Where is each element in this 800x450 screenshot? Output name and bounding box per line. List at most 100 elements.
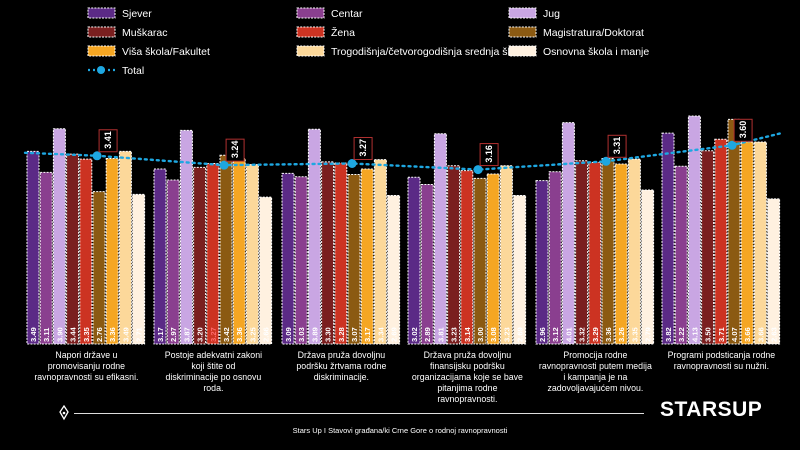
total-label: 3.27 bbox=[358, 139, 368, 157]
starsup-logo: STARSUP bbox=[660, 398, 763, 421]
total-point bbox=[727, 140, 737, 150]
data-label: 3.14 bbox=[463, 326, 472, 342]
data-label: 3.36 bbox=[108, 327, 117, 342]
bar bbox=[118, 150, 132, 345]
data-label: 2.89 bbox=[423, 327, 432, 342]
data-label: 3.02 bbox=[410, 327, 419, 342]
bar bbox=[407, 176, 421, 345]
legend-swatch bbox=[87, 26, 116, 38]
total-label: 3.60 bbox=[738, 121, 748, 139]
value-labels: 3.49 3.11 3.90 3.44 3.35 2.76 3.36 3.49 2.71 3.17… bbox=[29, 326, 779, 342]
data-label: 3.89 bbox=[310, 327, 319, 342]
data-label: 3.49 bbox=[121, 327, 130, 342]
data-label: 3.03 bbox=[297, 327, 306, 342]
bar bbox=[259, 196, 273, 345]
legend-swatch bbox=[296, 45, 325, 57]
bar bbox=[460, 170, 474, 345]
total-point bbox=[92, 151, 102, 161]
data-label: 3.36 bbox=[235, 327, 244, 342]
data-label: 3.25 bbox=[248, 326, 257, 342]
data-label: 3.66 bbox=[743, 327, 752, 342]
bar bbox=[193, 166, 207, 345]
bar bbox=[548, 171, 562, 345]
category-label: Država pruža dovoljnu podršku žrtvama rod… bbox=[296, 350, 386, 382]
data-label: 3.07 bbox=[350, 327, 359, 342]
legend-label: Centar bbox=[331, 8, 363, 20]
bar bbox=[727, 118, 741, 345]
bar bbox=[601, 158, 615, 345]
category-label: Država pruža dovoljnu finansijsku podršku… bbox=[412, 350, 523, 404]
data-label: 3.00 bbox=[476, 327, 485, 342]
bar bbox=[179, 129, 193, 345]
legend-swatch bbox=[87, 7, 116, 19]
data-label: 3.87 bbox=[182, 327, 191, 342]
data-label: 3.82 bbox=[664, 327, 673, 342]
data-label: 3.36 bbox=[604, 327, 613, 342]
bar bbox=[561, 122, 575, 345]
data-label: 3.44 bbox=[69, 326, 78, 342]
legend-swatch bbox=[296, 7, 325, 19]
bar bbox=[307, 128, 321, 345]
data-label: 3.23 bbox=[502, 327, 511, 342]
bar bbox=[714, 138, 728, 345]
total-label-box bbox=[733, 118, 753, 142]
bar bbox=[433, 133, 447, 345]
total-point bbox=[473, 165, 483, 175]
legend-label: Trogodišnja/četvorogodišnja srednja škol… bbox=[331, 46, 527, 58]
bar bbox=[232, 158, 246, 345]
data-label: 3.28 bbox=[337, 327, 346, 342]
data-label: 2.71 bbox=[135, 326, 144, 342]
total-label-box bbox=[98, 129, 118, 153]
legend-swatch bbox=[508, 45, 537, 57]
bar bbox=[740, 141, 754, 345]
data-label: 3.29 bbox=[591, 327, 600, 342]
bar bbox=[360, 168, 374, 345]
bar bbox=[661, 132, 675, 345]
bar bbox=[245, 164, 259, 345]
bar bbox=[387, 195, 401, 345]
data-label: 3.17 bbox=[363, 327, 372, 342]
bar bbox=[767, 198, 781, 345]
category-label: Napori države u promovisanju rodne ravnopr… bbox=[34, 350, 138, 382]
data-label: 3.12 bbox=[551, 327, 560, 342]
bar bbox=[166, 179, 180, 345]
data-label: 2.76 bbox=[95, 327, 104, 342]
legend-label: Jug bbox=[543, 8, 560, 20]
bar bbox=[347, 174, 361, 345]
bar bbox=[674, 165, 688, 345]
data-label: 3.17 bbox=[156, 327, 165, 342]
bar bbox=[153, 168, 167, 345]
legend-label: Osnovna škola i manje bbox=[543, 46, 649, 58]
bar bbox=[281, 172, 295, 345]
bar bbox=[614, 163, 628, 345]
bar bbox=[92, 191, 106, 345]
footer-divider bbox=[74, 413, 644, 414]
bar bbox=[79, 158, 93, 345]
category-label: Programi podsticanja rodne ravnopravnosti… bbox=[668, 350, 776, 371]
data-label: 2.66 bbox=[262, 327, 271, 342]
bar bbox=[486, 173, 500, 345]
legend: Sjever Centar Jug Muškarac Žena Magistratura/… bbox=[87, 7, 649, 77]
total-label-box bbox=[479, 143, 499, 167]
total-label: 3.24 bbox=[230, 141, 240, 159]
data-label: 3.30 bbox=[324, 327, 333, 342]
data-label: 3.49 bbox=[29, 327, 38, 342]
total-label: 3.16 bbox=[484, 145, 494, 163]
data-label: 3.42 bbox=[222, 327, 231, 342]
bar bbox=[513, 195, 527, 345]
data-label: 3.35 bbox=[630, 326, 639, 342]
total-point bbox=[601, 156, 611, 166]
legend-label: Muškarac bbox=[122, 27, 168, 39]
data-label: 3.11 bbox=[42, 327, 51, 342]
data-label: 2.69 bbox=[516, 327, 525, 342]
total-label: 3.31 bbox=[612, 137, 622, 155]
bar bbox=[321, 161, 335, 345]
data-label: 3.09 bbox=[284, 327, 293, 342]
data-label: 3.20 bbox=[196, 327, 205, 342]
bar bbox=[334, 162, 348, 345]
category-label: Promocija rodne ravnopravnosti putem medi… bbox=[539, 350, 652, 393]
total-label-box bbox=[225, 138, 245, 162]
data-label: 3.34 bbox=[376, 326, 385, 342]
total-label-box bbox=[607, 134, 627, 158]
